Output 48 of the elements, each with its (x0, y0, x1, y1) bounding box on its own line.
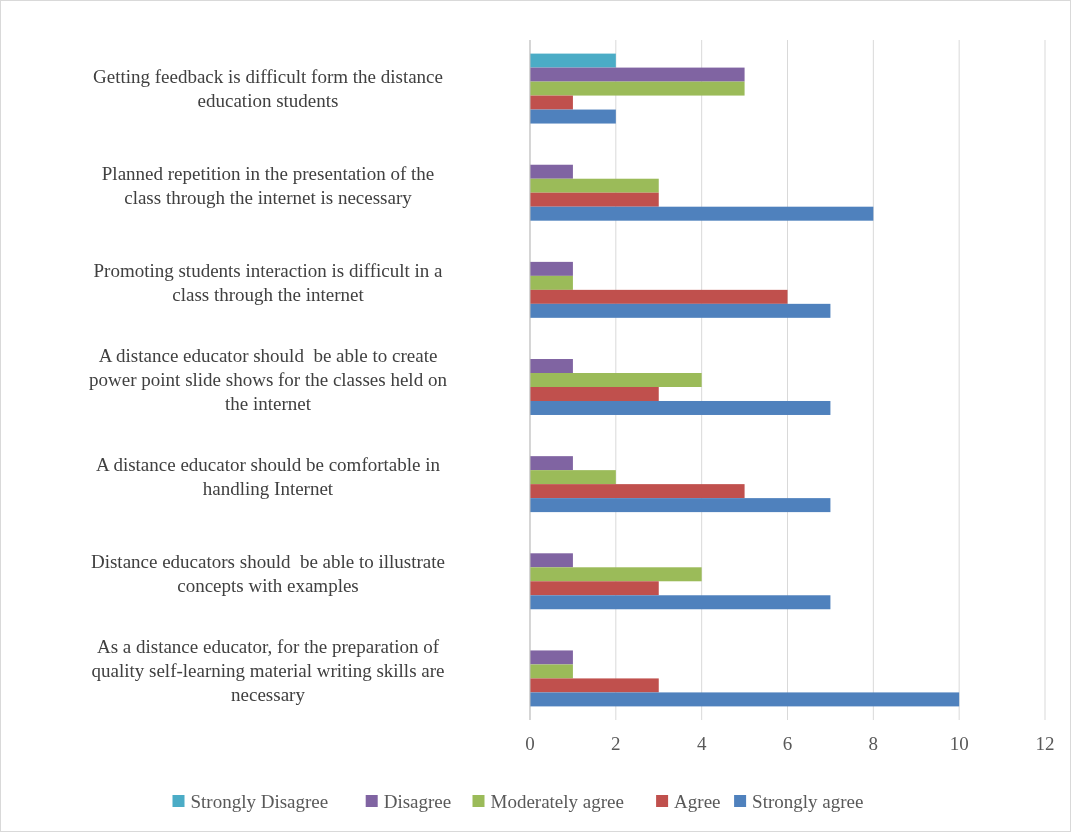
bar (530, 289, 788, 304)
bar (530, 595, 831, 610)
y-tick-label: Getting feedback is difficult form the distance education students (93, 65, 443, 111)
legend-label: Strongly Disagree (190, 791, 329, 812)
bar (530, 95, 573, 110)
bar (530, 192, 659, 207)
y-tick-label: A distance educator should be comfortable in handling Internet (95, 454, 441, 500)
x-tick-label: 4 (696, 733, 707, 754)
x-tick-label: 10 (949, 733, 969, 754)
x-tick-label: 8 (868, 733, 879, 754)
bar (530, 81, 745, 96)
x-tick-label: 6 (782, 733, 793, 754)
y-tick-label: Planned repetition in the presentation of the class through the internet is necessary (101, 162, 435, 208)
bar (530, 206, 874, 221)
bar (530, 678, 659, 693)
bar (530, 303, 831, 318)
bar (530, 67, 745, 82)
bar (530, 359, 573, 374)
bar (530, 456, 573, 471)
bar (530, 373, 702, 387)
bar (530, 484, 745, 499)
bar (530, 53, 616, 68)
bar (530, 692, 960, 707)
bar (530, 109, 616, 124)
bar (530, 498, 831, 513)
x-tick-label: 0 (525, 733, 535, 754)
legend-label: Agree (674, 791, 721, 812)
bar (530, 400, 831, 415)
y-tick-label: Promoting students interaction is difficult in a class through the internet (93, 259, 444, 305)
bar (530, 553, 573, 568)
y-tick-label: Distance educators should be able to illustrate concepts with examples (90, 551, 446, 597)
bar (530, 164, 573, 179)
bar (530, 581, 659, 596)
legend-label: Disagree (383, 791, 452, 812)
bar (530, 567, 702, 582)
bar (530, 386, 659, 401)
bar (530, 261, 573, 276)
bar (530, 275, 573, 290)
x-tick-label: 12 (1035, 733, 1055, 754)
y-tick-label: A distance educator should be able to create power point slide shows for the classes held on the internet (89, 345, 448, 414)
y-tick-label: As a distance educator, for the preparation of quality self-learning material writing skills are necessary (91, 636, 445, 706)
bar (530, 178, 659, 193)
legend-label: Moderately agree (490, 791, 624, 812)
bar (530, 650, 573, 665)
x-tick-label: 2 (611, 733, 621, 754)
bar (530, 470, 616, 485)
legend-label: Strongly agree (752, 791, 864, 812)
bar (530, 664, 573, 679)
